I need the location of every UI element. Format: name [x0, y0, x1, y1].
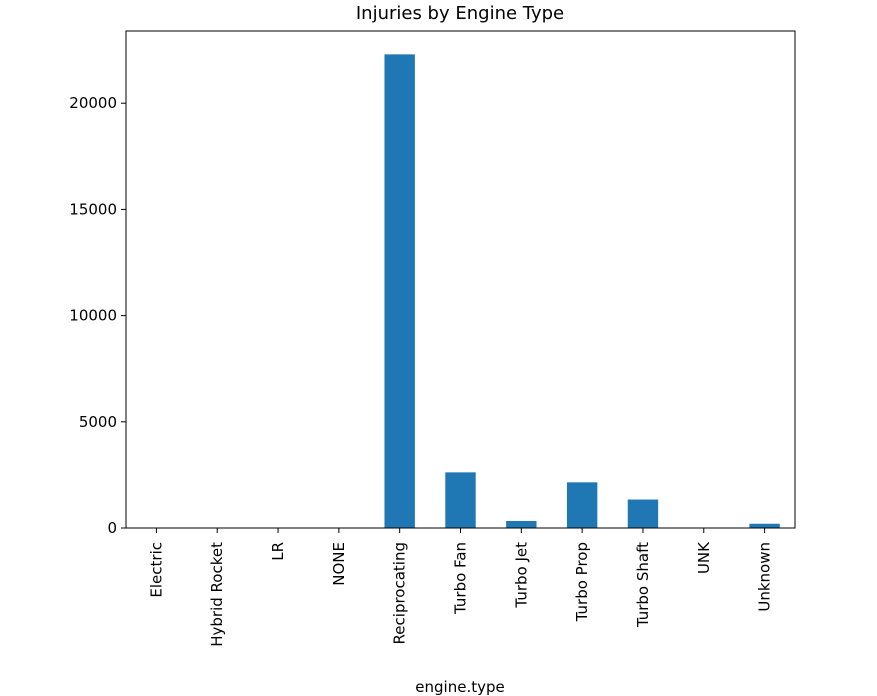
x-tick-label: NONE [330, 542, 348, 586]
x-tick-label: Hybrid Rocket [208, 542, 226, 647]
x-tick-label: LR [269, 542, 287, 561]
x-tick-label: Turbo Shaft [634, 542, 652, 628]
chart-title: Injuries by Engine Type [356, 3, 564, 24]
plot-frame [125, 30, 796, 529]
y-tick-label: 0 [107, 519, 117, 537]
x-tick-label: Turbo Prop [573, 542, 591, 622]
bar-turbo-fan [445, 472, 476, 528]
y-tick-label: 5000 [79, 413, 117, 431]
x-axis-label: engine.type [415, 678, 504, 696]
bar-unknown [749, 523, 780, 528]
y-tick-label: 10000 [69, 307, 117, 325]
x-axis: Electric Hybrid Rocket LR NONE Reciprocating… [147, 528, 774, 647]
y-axis: 0 5000 10000 15000 20000 [69, 94, 126, 537]
bar-turbo-jet [506, 520, 537, 528]
bar-reciprocating [384, 54, 415, 528]
x-tick-label: UNK [695, 541, 713, 574]
bar-turbo-shaft [627, 499, 659, 528]
x-tick-label: Electric [147, 542, 165, 598]
x-tick-label: Turbo Jet [512, 542, 530, 609]
y-tick-label: 15000 [69, 200, 117, 218]
bars-layer [384, 54, 780, 528]
x-tick-label: Unknown [756, 542, 774, 612]
x-tick-label: Turbo Fan [452, 542, 470, 615]
x-tick-label: Reciprocating [391, 542, 409, 644]
bar-turbo-prop [566, 482, 598, 528]
y-tick-label: 20000 [69, 94, 117, 112]
